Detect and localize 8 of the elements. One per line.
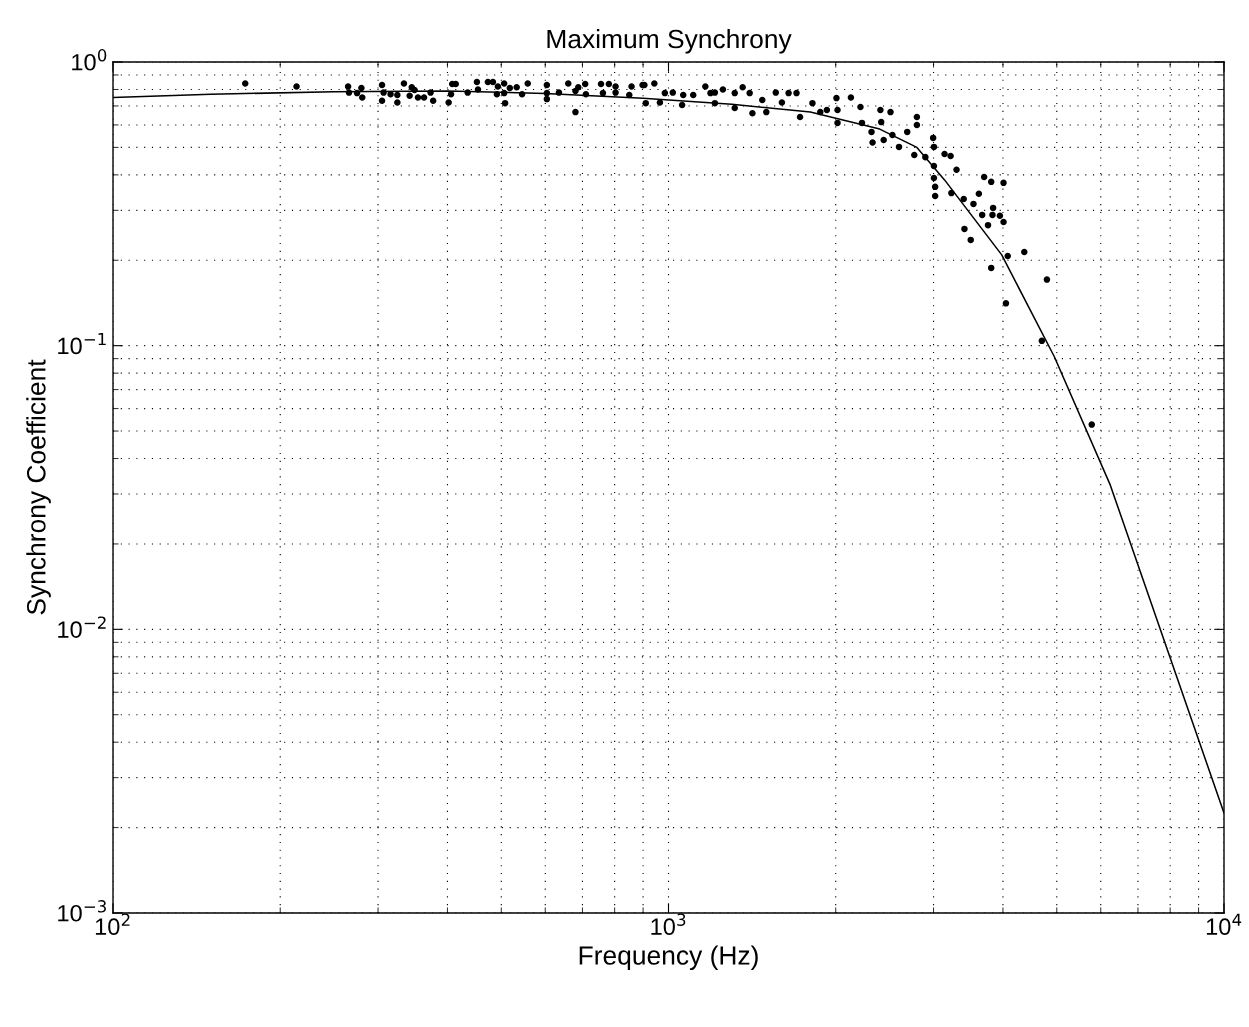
y-tick-label: 10$^{−1}$ [58,332,106,355]
y-tick-label: 10$^{0}$ [72,49,107,71]
x-tick-label: 10$^{3}$ [651,913,686,936]
y-axis-title: Synchrony Coefficient [26,359,51,615]
x-axis-title: Frequency (Hz) [579,945,758,971]
y-tick-label: 10$^{−2}$ [58,616,106,638]
x-tick-label: 10$^{4}$ [1206,913,1242,936]
chart-title: Maximum Synchrony [547,28,792,54]
